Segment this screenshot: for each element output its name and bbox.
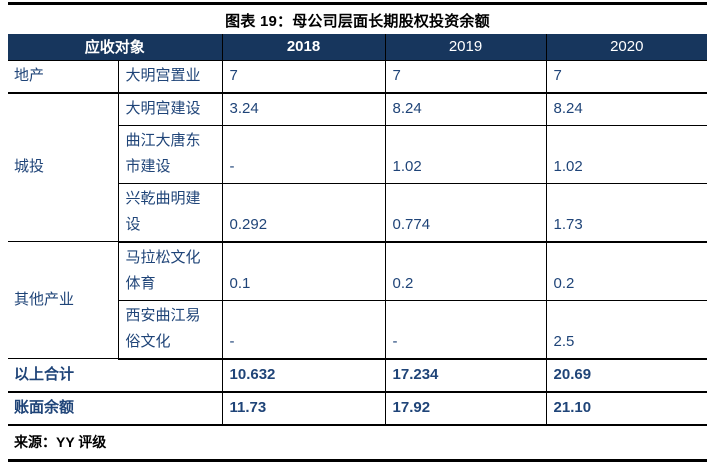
book-balance-value-2019: 17.92 xyxy=(384,391,547,426)
value-cell-2020: 2.5 xyxy=(545,300,708,360)
book-balance-row: 账面余额 11.73 17.92 21.10 xyxy=(8,391,708,426)
name-cell: 马拉松文化体育 xyxy=(117,241,223,301)
top-rule xyxy=(8,2,707,5)
source-note: 来源：YY 评级 xyxy=(8,426,707,462)
header-year-2020: 2020 xyxy=(545,34,708,61)
table-row: 兴乾曲明建设 0.292 0.774 1.73 xyxy=(8,183,708,243)
book-balance-label: 账面余额 xyxy=(8,391,223,426)
value-cell-2020: 1.73 xyxy=(545,183,708,243)
value-cell-2018: 0.292 xyxy=(221,183,386,243)
value-cell-2018: - xyxy=(221,125,386,184)
equity-investment-table: 应收对象 2018 2019 2020 地产 大明宫置业 7 7 7 城投 大明… xyxy=(8,34,708,426)
value-cell-2019: 1.02 xyxy=(384,125,547,184)
value-cell-2019: 0.2 xyxy=(384,241,547,301)
figure-title: 图表 19：母公司层面长期股权投资余额 xyxy=(225,13,490,30)
total-row: 以上合计 10.632 17.234 20.69 xyxy=(8,358,708,393)
table-row: 地产 大明宫置业 7 7 7 xyxy=(8,60,708,94)
total-value-2019: 17.234 xyxy=(384,358,547,393)
name-cell: 曲江大唐东市建设 xyxy=(117,125,223,184)
group-cell-dichan: 地产 xyxy=(8,60,118,94)
group-cell-chengtou: 城投 xyxy=(8,92,118,242)
value-cell-2019: 8.24 xyxy=(384,92,547,126)
total-label: 以上合计 xyxy=(8,358,223,393)
name-cell: 兴乾曲明建设 xyxy=(117,183,223,243)
value-cell-2020: 8.24 xyxy=(545,92,708,126)
total-value-2018: 10.632 xyxy=(221,358,386,393)
value-cell-2020: 1.02 xyxy=(545,125,708,184)
name-cell: 大明宫建设 xyxy=(117,92,223,126)
table-row: 曲江大唐东市建设 - 1.02 1.02 xyxy=(8,125,708,184)
header-row: 应收对象 2018 2019 2020 xyxy=(8,34,708,61)
group-cell-qita: 其他产业 xyxy=(8,241,118,359)
header-year-2018: 2018 xyxy=(221,34,386,61)
value-cell-2020: 7 xyxy=(545,60,708,94)
name-cell: 西安曲江易俗文化 xyxy=(117,300,223,360)
table-row: 西安曲江易俗文化 - - 2.5 xyxy=(8,300,708,360)
name-cell: 大明宫置业 xyxy=(117,60,223,94)
value-cell-2020: 0.2 xyxy=(545,241,708,301)
header-object-col: 应收对象 xyxy=(8,34,223,61)
header-year-2019: 2019 xyxy=(384,34,547,61)
figure-container: 图表 19：母公司层面长期股权投资余额 应收对象 2018 2019 2020 … xyxy=(8,2,708,462)
book-balance-value-2018: 11.73 xyxy=(221,391,386,426)
total-value-2020: 20.69 xyxy=(545,358,708,393)
value-cell-2018: 7 xyxy=(221,60,386,94)
value-cell-2019: - xyxy=(384,300,547,360)
value-cell-2019: 7 xyxy=(384,60,547,94)
value-cell-2019: 0.774 xyxy=(384,183,547,243)
value-cell-2018: 0.1 xyxy=(221,241,386,301)
value-cell-2018: 3.24 xyxy=(221,92,386,126)
table-row: 城投 大明宫建设 3.24 8.24 8.24 xyxy=(8,92,708,242)
book-balance-value-2020: 21.10 xyxy=(545,391,708,426)
table-row: 其他产业 马拉松文化体育 0.1 0.2 0.2 xyxy=(8,241,708,359)
value-cell-2018: - xyxy=(221,300,386,360)
table-header: 应收对象 2018 2019 2020 xyxy=(8,34,708,61)
